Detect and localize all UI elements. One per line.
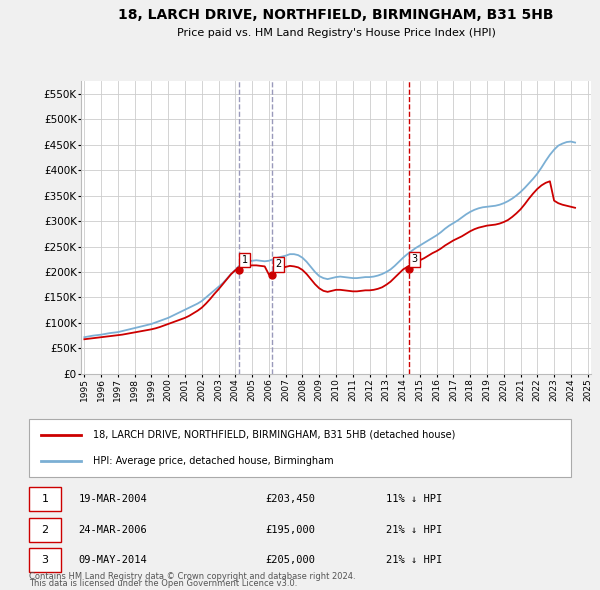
Text: Contains HM Land Registry data © Crown copyright and database right 2024.: Contains HM Land Registry data © Crown c…: [29, 572, 356, 581]
Text: £203,450: £203,450: [265, 494, 316, 504]
Text: 18, LARCH DRIVE, NORTHFIELD, BIRMINGHAM, B31 5HB: 18, LARCH DRIVE, NORTHFIELD, BIRMINGHAM,…: [118, 8, 554, 22]
Text: 19-MAR-2004: 19-MAR-2004: [78, 494, 147, 504]
Text: £195,000: £195,000: [265, 525, 316, 535]
Text: 21% ↓ HPI: 21% ↓ HPI: [386, 525, 443, 535]
Text: 3: 3: [412, 254, 418, 264]
Text: 1: 1: [41, 494, 49, 504]
Text: 09-MAY-2014: 09-MAY-2014: [78, 555, 147, 565]
FancyBboxPatch shape: [29, 517, 61, 542]
Text: This data is licensed under the Open Government Licence v3.0.: This data is licensed under the Open Gov…: [29, 579, 298, 588]
Text: 1: 1: [242, 255, 248, 265]
Text: £205,000: £205,000: [265, 555, 316, 565]
FancyBboxPatch shape: [29, 419, 571, 477]
Text: Price paid vs. HM Land Registry's House Price Index (HPI): Price paid vs. HM Land Registry's House …: [176, 28, 496, 38]
FancyBboxPatch shape: [29, 487, 61, 511]
Text: 18, LARCH DRIVE, NORTHFIELD, BIRMINGHAM, B31 5HB (detached house): 18, LARCH DRIVE, NORTHFIELD, BIRMINGHAM,…: [92, 430, 455, 440]
Text: 21% ↓ HPI: 21% ↓ HPI: [386, 555, 443, 565]
Text: 24-MAR-2006: 24-MAR-2006: [78, 525, 147, 535]
Text: HPI: Average price, detached house, Birmingham: HPI: Average price, detached house, Birm…: [92, 456, 333, 466]
Text: 2: 2: [41, 525, 49, 535]
Text: 3: 3: [41, 555, 49, 565]
Text: 2: 2: [275, 260, 281, 270]
FancyBboxPatch shape: [29, 548, 61, 572]
Text: 11% ↓ HPI: 11% ↓ HPI: [386, 494, 443, 504]
